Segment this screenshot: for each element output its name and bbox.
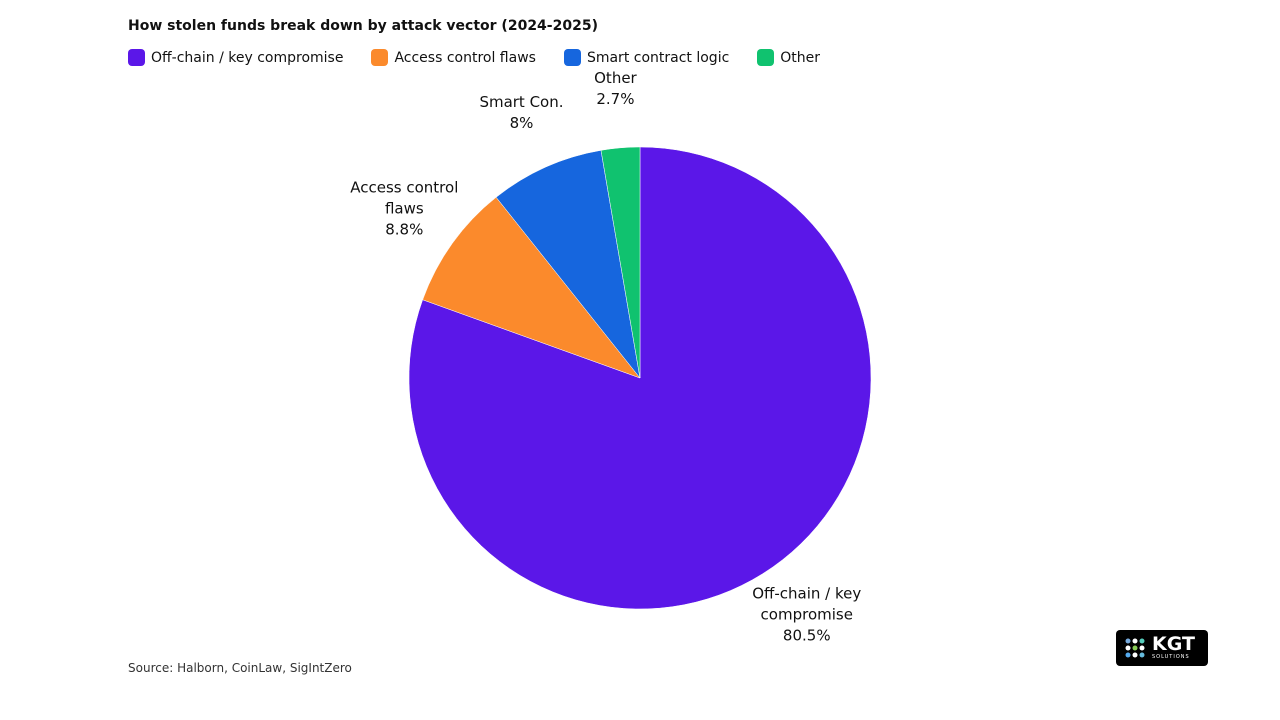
slice-name: Other [594,69,637,88]
legend-item: Access control flaws [371,49,536,66]
slice-value: 80.5% [782,626,831,645]
legend: Off-chain / key compromise Access control… [128,49,820,66]
logo-tagline: SOLUTIONS [1152,654,1190,660]
legend-swatch [757,49,775,66]
source: Source: Halborn, CoinLaw, SigIntZero [128,661,352,675]
pie-slice [422,196,641,379]
slice-label: Other 2.7% [530,68,700,110]
logo-icon [1125,638,1145,658]
legend-label: Other [780,49,821,66]
slice-label: Off-chain / key compromise 80.5% [722,584,892,647]
chart-title: How stolen funds break down by attack ve… [128,18,598,34]
legend-item: Off-chain / key compromise [128,49,343,66]
slice-label: Access control flaws 8.8% [319,178,489,241]
slice-value: 8% [509,114,534,133]
pie-slice [495,150,641,379]
logo: KGT SOLUTIONS [1116,630,1208,666]
slice-label: Smart Con. 8% [436,92,606,134]
logo-name: KGT [1152,633,1195,655]
legend-swatch [371,49,389,66]
legend-label: Off-chain / key compromise [151,49,344,66]
legend-label: Smart contract logic [586,49,730,66]
legend-label: Access control flaws [394,49,536,66]
slice-name: Off-chain / key compromise [752,584,862,624]
slice-name: Smart Con. [479,93,564,112]
pie-slice [600,146,641,379]
legend-item: Other [757,49,820,66]
slice-name: Access control flaws [350,178,459,218]
legend-item: Smart contract logic [563,49,730,66]
legend-swatch [128,49,145,66]
slice-value: 2.7% [596,90,635,109]
legend-swatch [563,49,581,66]
slice-value: 8.8% [385,220,424,239]
